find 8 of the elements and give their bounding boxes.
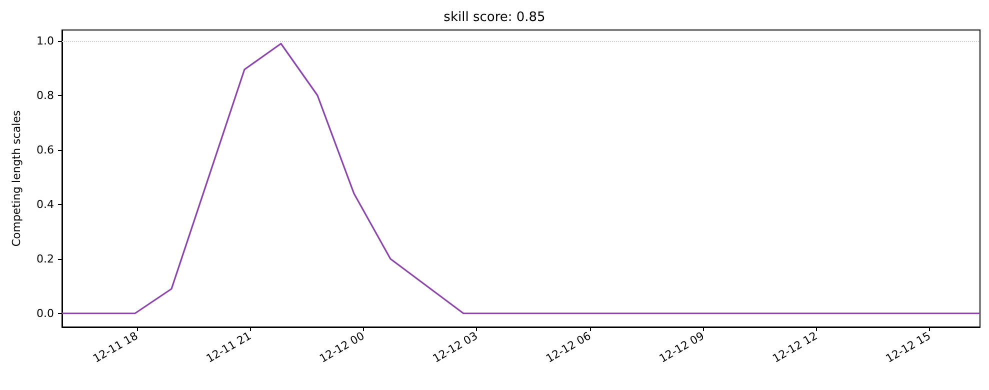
y-tick-label: 0.2	[36, 252, 54, 266]
y-tick-label: 1.0	[36, 34, 54, 48]
y-axis-title: Competing length scales	[10, 110, 23, 247]
chart-title: skill score: 0.85	[444, 10, 546, 25]
y-tick-label: 0.8	[36, 88, 54, 102]
y-tick-label: 0.4	[36, 198, 54, 211]
y-tick-label: 0.6	[36, 143, 54, 156]
y-tick-label: 0.0	[36, 306, 54, 320]
